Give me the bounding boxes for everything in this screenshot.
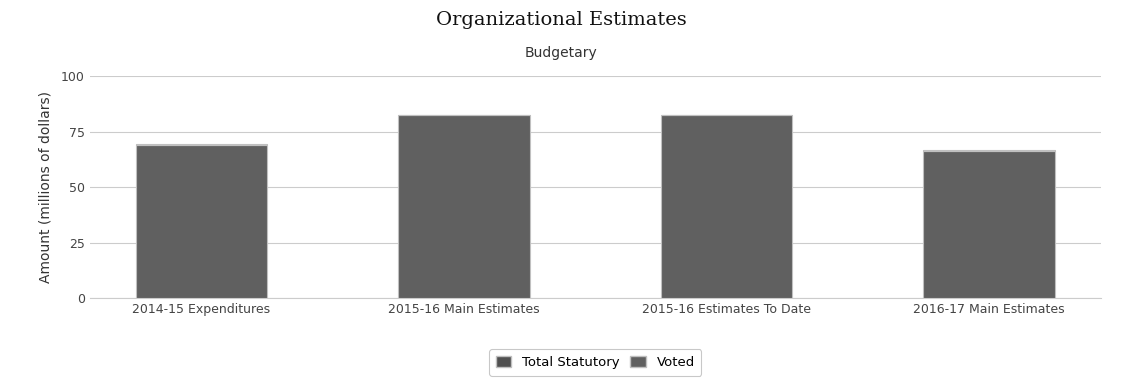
- Bar: [923, 150, 1054, 151]
- Bar: [923, 151, 1054, 298]
- Y-axis label: Amount (millions of dollars): Amount (millions of dollars): [39, 91, 53, 283]
- Bar: [136, 145, 267, 298]
- Bar: [136, 144, 267, 145]
- Bar: [660, 115, 792, 298]
- Legend: Total Statutory, Voted: Total Statutory, Voted: [489, 349, 702, 376]
- Text: Budgetary: Budgetary: [526, 46, 597, 60]
- Text: Organizational Estimates: Organizational Estimates: [436, 11, 687, 29]
- Bar: [399, 115, 530, 298]
